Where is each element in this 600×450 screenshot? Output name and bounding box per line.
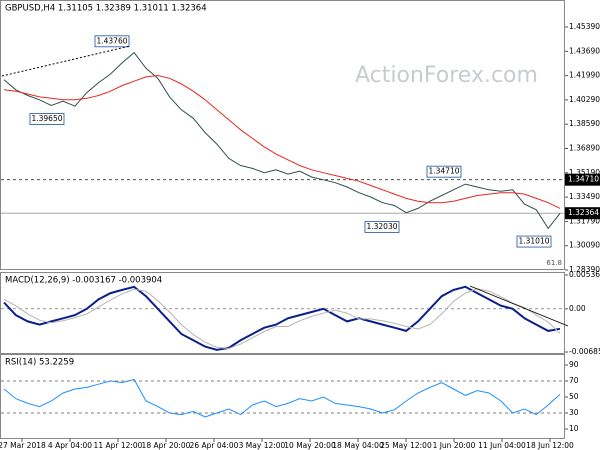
x-tick-label: 26 Apr 04:00: [190, 441, 239, 450]
y-tick-label: 0.00: [569, 304, 586, 313]
series-line: [3, 74, 561, 209]
y-tick-label: 1.36890: [569, 144, 600, 153]
watermark: ActionForex.com: [355, 63, 538, 88]
panel-title: GBPUSD,H4 1.31105 1.32389 1.31011 1.3236…: [5, 4, 207, 14]
x-tick-label: 3 May 12:00: [239, 441, 286, 450]
y-tick-label: 1.41990: [569, 71, 600, 80]
annotation-box: [29, 113, 65, 125]
y-tick-label: 1.45390: [569, 22, 600, 31]
x-tick-label: 1 Jun 20:00: [433, 441, 476, 450]
y-tick-label: 30: [569, 408, 579, 417]
annotation-box: [364, 221, 400, 233]
x-tick-label: 11 Jun 04:00: [478, 441, 526, 450]
x-tick-label: 11 Apr 12:00: [94, 441, 143, 450]
panel: [0, 354, 565, 439]
x-tick-label: 4 Apr 04:00: [48, 441, 92, 450]
y-tick-label: -0.006855: [569, 347, 600, 356]
y-tick-label: 1.33490: [569, 192, 600, 201]
note: 61.8: [546, 259, 562, 267]
y-tick-label: 70: [569, 376, 579, 385]
series-line: [3, 285, 561, 351]
y-tick-label: 1.28390: [569, 265, 600, 274]
annotation: 1.31010: [518, 237, 549, 246]
y-tick-label: 50: [569, 392, 579, 401]
y-tick-label: 1.43690: [569, 46, 600, 55]
x-tick-label: 10 May 20:00: [284, 441, 336, 450]
x-tick-label: 25 May 12:00: [380, 441, 432, 450]
panel: [0, 0, 565, 270]
x-tick-label: 18 May 04:00: [332, 441, 384, 450]
y-tick-label: 1.35190: [569, 168, 600, 177]
price-label: 1.34710: [568, 175, 599, 184]
y-tick-label: 1.30090: [569, 241, 600, 250]
annotation: 1.34710: [428, 167, 459, 176]
x-tick-label: 18 Apr 20:00: [142, 441, 191, 450]
series-line: [3, 378, 561, 418]
y-tick-label: 1.38590: [569, 119, 600, 128]
trend-line: [469, 285, 569, 327]
price-label: 1.32364: [568, 208, 599, 217]
annotation-box: [94, 35, 130, 48]
y-tick-label: 10: [569, 424, 579, 433]
series-line: [3, 288, 561, 350]
annotation-box: [516, 235, 552, 248]
y-tick-label: 1.31790: [569, 216, 600, 225]
annotation-box: [426, 165, 462, 178]
y-tick-label: 0.005368: [569, 270, 600, 279]
price-label-box: [565, 207, 600, 220]
y-tick-label: 1.40290: [569, 95, 600, 104]
panel-title: RSI(14) 53.2259: [5, 358, 74, 368]
trend-line: [1, 45, 131, 77]
annotation: 1.43760: [96, 36, 127, 45]
y-tick-label: 90: [569, 360, 579, 369]
series-line: [3, 51, 561, 230]
x-tick-label: 18 Jun 12:00: [526, 441, 574, 450]
annotation: 1.39650: [31, 114, 62, 123]
x-tick-label: 27 Mar 2018: [0, 441, 46, 450]
annotation: 1.32030: [366, 222, 397, 231]
price-label-box: [565, 173, 600, 186]
panel-title: MACD(12,26,9) -0.003167 -0.003904: [5, 276, 162, 286]
